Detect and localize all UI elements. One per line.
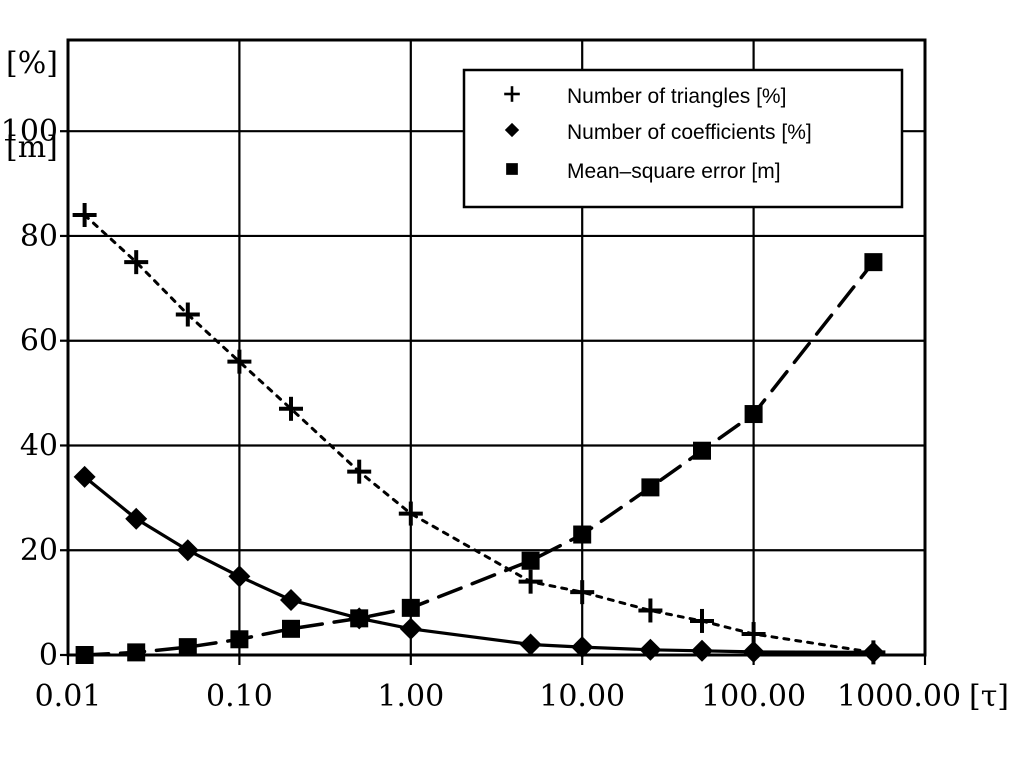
legend-entry-coefficients: Number of coefficients [%] (504, 121, 812, 144)
data-point-mean-square-error (521, 551, 540, 570)
data-point-coefficients (176, 539, 199, 562)
legend-marker-diamond (504, 122, 520, 138)
x-tick-label: 0.01 (35, 679, 102, 714)
data-point-triangles (398, 501, 423, 526)
legend-marker-square (506, 163, 518, 175)
x-axis-unit: [τ] (969, 679, 1009, 714)
data-point-triangles (690, 608, 715, 633)
y-tick-label: 80 (20, 219, 58, 254)
y-tick-label: 60 (20, 324, 58, 359)
data-point-triangles (518, 569, 543, 594)
data-point-mean-square-error (350, 609, 369, 628)
legend-label-coefficients: Number of coefficients [%] (567, 121, 812, 144)
data-point-triangles (72, 203, 97, 227)
x-tick-label: 100.00 (701, 679, 806, 714)
y-tick-label: 100 (1, 114, 58, 149)
legend-marker-shape (504, 122, 520, 138)
y-tick-label: 20 (20, 533, 58, 568)
data-point-mean-square-error (75, 646, 94, 664)
data-point-triangles (175, 302, 200, 327)
data-point-mean-square-error (178, 638, 197, 657)
legend-label-mean-square-error: Mean–square error [m] (567, 160, 781, 183)
legend-entry-triangles: Number of triangles [%] (504, 85, 786, 108)
x-tick-label: 10.00 (539, 679, 625, 714)
data-point-coefficients (125, 507, 148, 530)
data-point-coefficients (639, 638, 662, 661)
data-point-mean-square-error (281, 619, 300, 638)
data-point-mean-square-error (864, 253, 883, 272)
data-point-mean-square-error (127, 643, 146, 662)
x-tick-label: 1000.00 (837, 679, 961, 714)
data-point-coefficients (73, 465, 96, 488)
legend: Number of triangles [%] Number of coeffi… (462, 68, 904, 209)
legend-marker-shape (504, 86, 520, 102)
legend-box (462, 68, 904, 209)
data-point-triangles (227, 349, 252, 374)
data-point-coefficients (519, 633, 542, 656)
legend-marker-plus (504, 86, 520, 102)
y-axis-unit-meters: [m] (6, 130, 58, 165)
data-point-coefficients (399, 617, 422, 640)
data-point-mean-square-error (573, 525, 592, 544)
series-layer (72, 203, 886, 665)
series-triangles (72, 203, 886, 665)
data-point-coefficients (228, 565, 251, 588)
legend-label-triangles: Number of triangles [%] (567, 85, 786, 108)
data-point-triangles (124, 250, 149, 275)
x-tick-label: 1.00 (377, 679, 444, 714)
y-axis-unit-percent: [%] (6, 46, 58, 81)
series-line-mean-square-error (82, 260, 876, 657)
legend-entry-mean-square-error: Mean–square error [m] (506, 160, 781, 183)
x-tick-label: 0.10 (206, 679, 273, 714)
legend-marker-shape (506, 163, 518, 175)
data-point-triangles (638, 598, 663, 623)
series-coefficients (73, 465, 885, 664)
data-point-mean-square-error (230, 630, 249, 649)
data-point-triangles (347, 459, 372, 484)
data-point-triangles (570, 580, 595, 605)
data-point-triangles (278, 396, 303, 421)
data-point-coefficients (862, 641, 885, 664)
data-point-coefficients (571, 636, 594, 659)
data-point-mean-square-error (401, 598, 420, 617)
y-tick-label: 0 (39, 638, 58, 673)
plot-frame (66, 38, 927, 657)
series-mean-square-error (75, 253, 883, 664)
series-line-triangles (83, 213, 875, 654)
data-point-coefficients (742, 640, 765, 663)
data-point-coefficients (691, 639, 714, 662)
x-axis: 0.01 0.10 1.00 10.00 100.00 1000.00 (35, 655, 961, 714)
y-axis: 0 20 40 60 80 100 (1, 114, 68, 673)
y-tick-label: 40 (20, 428, 58, 463)
data-point-coefficients (279, 589, 302, 611)
data-point-mean-square-error (641, 478, 660, 497)
data-point-mean-square-error (744, 405, 763, 424)
data-point-mean-square-error (693, 441, 712, 460)
